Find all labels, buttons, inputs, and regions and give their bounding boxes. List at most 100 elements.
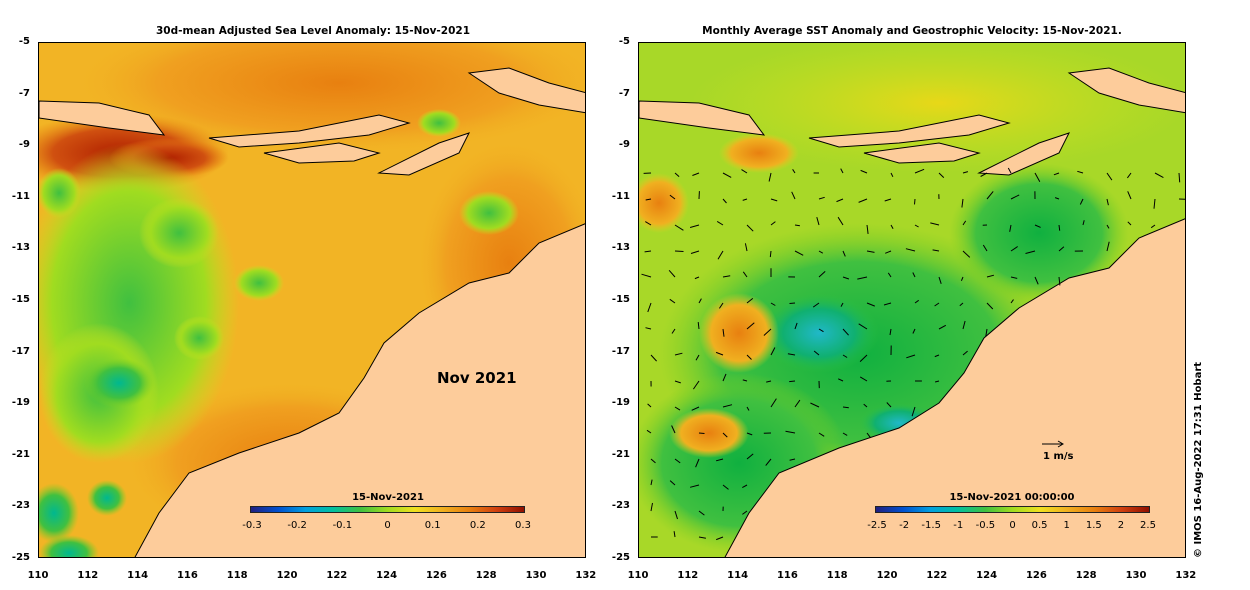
velocity-vector — [866, 432, 872, 439]
velocity-vector — [905, 248, 916, 252]
velocity-vector — [692, 380, 700, 390]
velocity-vector — [794, 250, 804, 256]
velocity-vector — [650, 479, 653, 486]
left-colorbar-title: 15-Nov-2021 — [352, 492, 424, 503]
velocity-vector — [859, 354, 868, 362]
velocity-vector — [1153, 198, 1156, 209]
x-tick-label: 120 — [876, 570, 898, 581]
velocity-vector — [770, 302, 776, 306]
velocity-vector — [1010, 299, 1014, 304]
y-tick-label: -23 — [11, 500, 30, 512]
velocity-vector — [763, 328, 772, 336]
velocity-vector — [837, 378, 844, 382]
velocity-vector — [1058, 224, 1061, 231]
velocity-vector — [722, 275, 731, 278]
velocity-vector — [962, 220, 967, 226]
velocity-vector — [674, 224, 684, 231]
velocity-vector — [698, 298, 702, 304]
velocity-vector — [960, 276, 964, 281]
y-tick-label: -21 — [11, 448, 30, 460]
velocity-vector — [890, 172, 894, 178]
colorbar-tick-label: 2 — [1117, 520, 1125, 531]
velocity-vector — [794, 399, 801, 408]
velocity-vector — [722, 172, 732, 178]
velocity-scale-label: 1 m/s — [1043, 451, 1074, 462]
colorbar-tick-label: 0 — [384, 520, 391, 531]
velocity-vector — [883, 302, 892, 306]
x-tick-label: 120 — [276, 570, 298, 581]
velocity-vector — [746, 298, 754, 304]
velocity-vector — [674, 458, 681, 464]
velocity-vector — [1106, 172, 1113, 181]
x-tick-label: 122 — [326, 570, 348, 581]
velocity-vector — [695, 458, 700, 468]
velocity-vector — [866, 250, 875, 253]
velocity-vector — [674, 510, 678, 520]
x-tick-label: 124 — [376, 570, 398, 581]
velocity-vector — [962, 320, 966, 330]
velocity-vector — [794, 224, 800, 227]
velocity-vector — [866, 224, 869, 234]
velocity-vector — [770, 198, 778, 202]
velocity-vector — [765, 458, 772, 466]
velocity-vector — [1010, 246, 1018, 252]
y-tick-label: -25 — [611, 552, 630, 563]
velocity-vector — [985, 328, 988, 337]
y-tick-label: -21 — [611, 448, 630, 460]
y-tick-label: -15 — [11, 294, 30, 305]
velocity-vector — [1126, 172, 1132, 179]
velocity-vector — [885, 250, 892, 254]
velocity-vector — [818, 432, 825, 437]
velocity-vector — [770, 221, 776, 226]
colorbar-tick-label: 1.5 — [1085, 520, 1102, 531]
velocity-vector — [695, 354, 700, 361]
x-tick-label: 114 — [727, 570, 749, 581]
velocity-vector — [1154, 172, 1164, 179]
velocity-vector — [912, 328, 916, 334]
y-tick-label: -17 — [611, 345, 630, 357]
sst-anomaly-map — [638, 42, 1186, 558]
velocity-vector — [842, 406, 849, 409]
velocity-vector — [769, 250, 772, 258]
velocity-vector — [1178, 172, 1181, 183]
velocity-vector — [1058, 246, 1065, 252]
velocity-vector — [836, 198, 844, 203]
velocity-vector — [722, 198, 727, 204]
velocity-vector — [671, 425, 676, 434]
velocity-vector — [934, 354, 940, 358]
x-tick-label: 110 — [627, 570, 649, 581]
x-tick-label: 130 — [525, 570, 547, 581]
velocity-vector — [746, 406, 750, 411]
velocity-vector — [818, 250, 824, 254]
velocity-vector — [934, 380, 940, 383]
velocity-vector — [722, 404, 733, 408]
velocity-vector — [986, 302, 994, 310]
colorbar-tick-label: -0.2 — [287, 520, 307, 531]
velocity-vector — [906, 354, 916, 359]
velocity-vector — [650, 502, 653, 512]
velocity-vector — [742, 484, 748, 489]
velocity-vector — [716, 536, 724, 541]
velocity-vector — [914, 224, 919, 228]
velocity-vector — [689, 224, 700, 228]
velocity-vector — [959, 302, 964, 307]
colorbar-tick-label: -2 — [899, 520, 910, 531]
velocity-vector — [645, 198, 652, 201]
velocity-vector — [722, 328, 725, 337]
velocity-vector — [674, 352, 683, 356]
velocity-vector — [1127, 191, 1132, 200]
velocity-vector — [789, 380, 796, 383]
velocity-vector — [884, 198, 892, 202]
velocity-vector — [1007, 167, 1012, 174]
velocity-vector — [842, 432, 848, 436]
velocity-vector — [840, 168, 844, 174]
velocity-vector — [746, 354, 752, 360]
velocity-vector — [980, 172, 988, 177]
velocity-vector — [840, 302, 844, 307]
x-tick-label: 116 — [176, 570, 198, 581]
velocity-vector — [746, 432, 753, 436]
velocity-vector — [962, 350, 968, 356]
velocity-vector — [791, 191, 796, 200]
velocity-vector — [770, 347, 776, 356]
velocity-vector — [842, 354, 848, 358]
